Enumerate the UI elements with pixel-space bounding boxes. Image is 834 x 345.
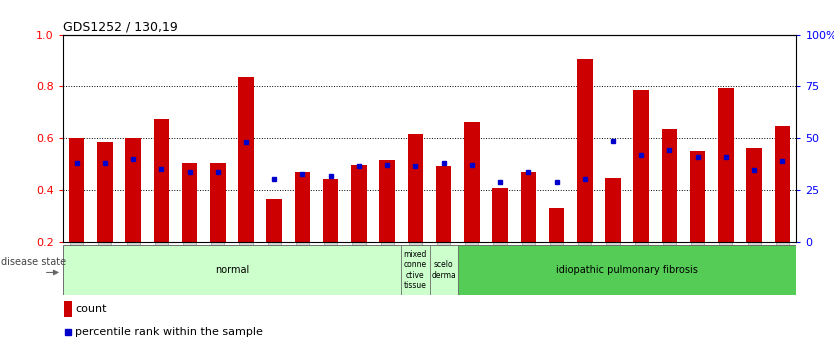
Bar	[661, 129, 677, 293]
Bar	[718, 88, 734, 293]
Bar	[401, 245, 430, 295]
Bar	[351, 165, 367, 293]
Bar	[430, 245, 458, 295]
Text: mixed
conne
ctive
tissue: mixed conne ctive tissue	[404, 250, 427, 290]
Text: GDS1252 / 130,19: GDS1252 / 130,19	[63, 20, 178, 33]
Bar	[294, 172, 310, 293]
Bar	[239, 77, 254, 293]
Bar	[746, 148, 762, 293]
Bar	[520, 172, 536, 293]
Bar	[125, 138, 141, 293]
Bar	[97, 142, 113, 293]
Bar	[267, 199, 282, 293]
Bar	[577, 59, 592, 293]
Bar	[153, 119, 169, 293]
Text: idiopathic pulmonary fibrosis: idiopathic pulmonary fibrosis	[556, 265, 698, 275]
Text: normal: normal	[215, 265, 249, 275]
Text: percentile rank within the sample: percentile rank within the sample	[75, 327, 264, 337]
Bar	[634, 90, 649, 293]
Bar	[408, 134, 423, 293]
Bar	[69, 138, 84, 293]
Bar	[549, 208, 565, 293]
Bar	[464, 122, 480, 293]
Text: count: count	[75, 304, 107, 314]
Text: disease state: disease state	[1, 257, 67, 267]
Bar	[63, 245, 401, 295]
Bar	[210, 162, 225, 293]
Bar	[323, 179, 339, 293]
Text: scelo
derma: scelo derma	[431, 260, 456, 280]
Bar	[605, 178, 620, 293]
Bar	[690, 151, 706, 293]
Bar	[775, 126, 790, 293]
Bar	[436, 167, 451, 293]
Bar	[379, 160, 395, 293]
Bar	[492, 188, 508, 293]
Bar	[182, 162, 198, 293]
Bar	[64, 301, 73, 317]
Bar	[458, 245, 796, 295]
